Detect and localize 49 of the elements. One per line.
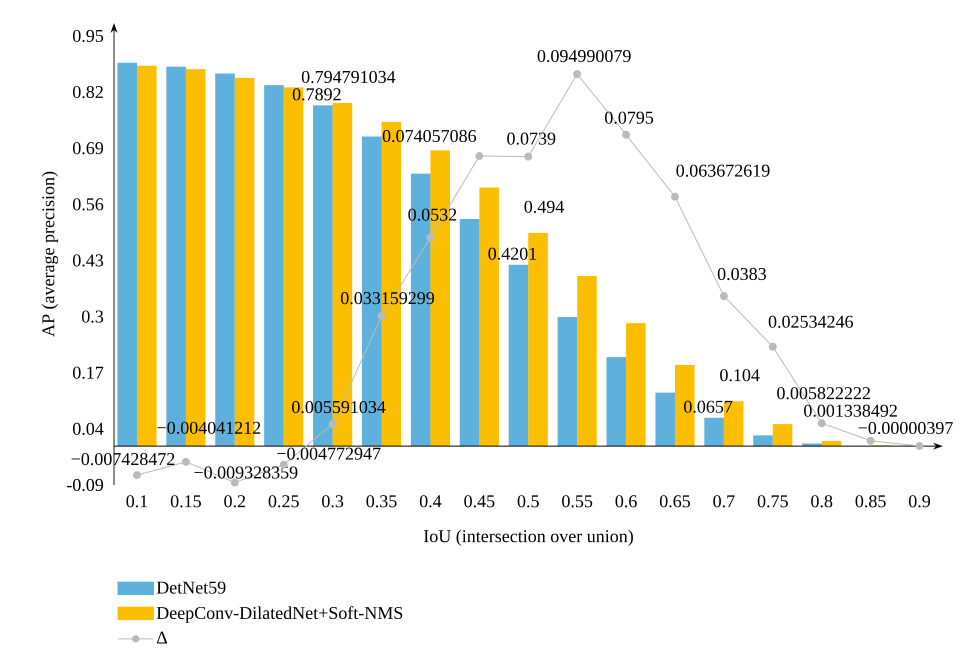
x-tick-label: 0.85: [856, 495, 886, 508]
y-tick-label: 0.04: [72, 422, 104, 435]
data-label: 0.033159299: [340, 292, 434, 304]
x-tick-label: 0.7: [713, 495, 735, 508]
data-label: 0.005822222: [777, 387, 870, 400]
x-tick-label: 0.1: [126, 495, 148, 508]
x-tick-label: 0.15: [170, 495, 201, 508]
y-tick-label: 0.69: [72, 142, 104, 154]
y-axis-title: AP (average precision): [42, 172, 58, 337]
y-tick-label: 0.43: [72, 254, 104, 267]
x-tick-label: 0.2: [224, 495, 246, 508]
data-label: 0.794791034: [302, 70, 396, 84]
data-label: 0.494: [524, 200, 564, 213]
data-label: 0.0795: [605, 112, 654, 124]
data-label: 0.001338492: [804, 404, 897, 417]
data-label: −0.00000397: [858, 422, 953, 434]
x-tick-label: 0.3: [322, 495, 344, 508]
data-label: 0.0532: [408, 208, 456, 221]
data-label: −0.009328359: [194, 466, 298, 479]
data-label: −0.004772947: [277, 448, 381, 460]
x-tick-label: 0.6: [616, 495, 637, 508]
legend-label: DeepConv-DilatedNet+Soft-NMS: [156, 606, 402, 623]
legend-label: DetNet59: [156, 582, 226, 594]
data-label: 0.02534246: [768, 316, 854, 328]
x-tick-label: 0.9: [908, 495, 930, 508]
x-tick-label: 0.4: [420, 495, 442, 508]
data-label: 0.094990079: [538, 50, 631, 62]
y-tick-label: 0.3: [82, 310, 104, 323]
y-tick-label: 0.82: [72, 86, 103, 98]
x-tick-label: 0.5: [518, 495, 539, 508]
x-tick-label: 0.45: [464, 495, 494, 508]
y-tick-label: -0.09: [66, 478, 104, 492]
x-tick-label: 0.35: [366, 495, 397, 508]
data-label: 0.005591034: [292, 401, 386, 414]
x-tick-label: 0.55: [562, 495, 592, 508]
data-label: 0.063672619: [676, 164, 770, 177]
data-label: 0.0383: [718, 268, 766, 280]
x-tick-label: 0.8: [811, 495, 832, 508]
data-label: 0.0739: [507, 132, 556, 145]
data-label: 0.104: [720, 369, 760, 382]
y-tick-label: 0.17: [72, 366, 104, 379]
legend-label: Δ: [156, 632, 168, 644]
x-axis-title: IoU (intersection over union): [424, 530, 633, 546]
x-tick-label: 0.65: [660, 495, 690, 508]
y-tick-label: 0.56: [72, 198, 104, 210]
data-label: −0.004041212: [157, 422, 260, 434]
x-tick-label: 0.25: [268, 495, 299, 508]
y-tick-label: 0.95: [72, 30, 104, 42]
x-tick-label: 0.75: [758, 495, 788, 508]
